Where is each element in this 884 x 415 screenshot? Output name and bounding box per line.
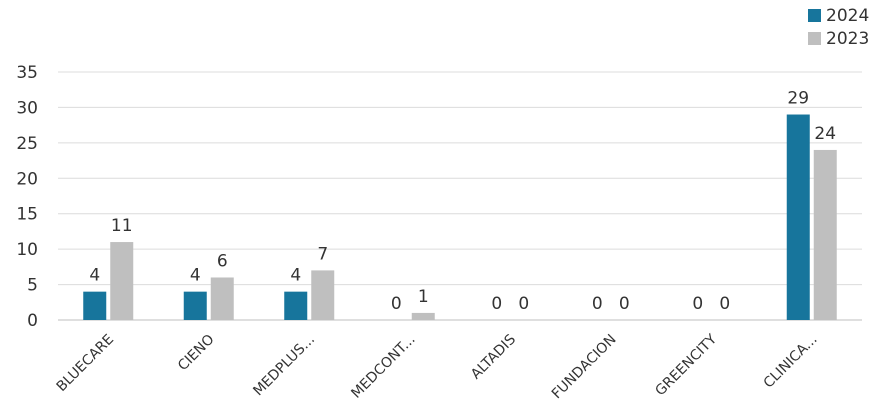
data-label-2024-5: 0 — [592, 294, 603, 314]
legend-label-2023: 2023 — [826, 29, 869, 49]
data-label-2024-4: 0 — [491, 294, 502, 314]
data-label-2023-2: 7 — [317, 244, 328, 264]
y-tick-label: 25 — [16, 134, 38, 154]
y-tick-label: 15 — [16, 205, 38, 225]
data-label-2023-4: 0 — [518, 294, 529, 314]
data-label-2023-5: 0 — [619, 294, 630, 314]
category-label: CLINICA... — [761, 332, 821, 392]
gridlines — [58, 71, 862, 321]
bars — [83, 114, 837, 320]
category-label: MEDCONT... — [348, 332, 418, 402]
bar-2024-7 — [786, 114, 810, 320]
data-label-2023-1: 6 — [217, 251, 228, 271]
data-label-2024-0: 4 — [89, 266, 100, 286]
data-label-2024-7: 29 — [787, 89, 809, 109]
y-tick-label: 0 — [27, 311, 38, 331]
data-label-2024-1: 4 — [190, 266, 201, 286]
bar-2024-0 — [83, 291, 107, 320]
data-label-2024-2: 4 — [290, 266, 301, 286]
bar-2024-2 — [284, 291, 308, 320]
y-tick-label: 30 — [16, 98, 38, 118]
legend-swatch-2023 — [808, 32, 821, 45]
data-label-2023-3: 1 — [418, 287, 429, 307]
legend: 2024 2023 — [808, 6, 869, 49]
data-label-2023-7: 24 — [814, 124, 836, 144]
bar-2023-7 — [813, 149, 837, 320]
category-label: FUNDACION — [549, 332, 620, 403]
bar-2023-1 — [210, 277, 234, 320]
y-tick-label: 5 — [27, 276, 38, 296]
bar-2024-1 — [183, 291, 207, 320]
data-label-2023-6: 0 — [719, 294, 730, 314]
category-label: MEDPLUS... — [250, 332, 318, 400]
category-label: ALTADIS — [468, 331, 519, 382]
category-label: GREENCITY — [652, 331, 720, 399]
y-axis-ticks: 0 5 10 15 20 25 30 35 — [16, 63, 38, 331]
bar-2023-2 — [311, 270, 335, 320]
y-tick-label: 10 — [16, 240, 38, 260]
data-label-2024-6: 0 — [692, 294, 703, 314]
x-axis-categories: BLUECARE CIENO MEDPLUS... MEDCONT... ALTADIS… — [54, 331, 821, 402]
y-tick-label: 35 — [16, 63, 38, 83]
category-label: CIENO — [175, 332, 218, 375]
legend-swatch-2024 — [808, 9, 821, 22]
category-label: BLUECARE — [54, 332, 117, 395]
data-label-2023-0: 11 — [111, 216, 133, 236]
y-tick-label: 20 — [16, 169, 38, 189]
data-label-2024-3: 0 — [391, 294, 402, 314]
bar-2023-3 — [411, 312, 435, 320]
bar-2023-0 — [110, 242, 134, 320]
legend-label-2024: 2024 — [826, 6, 869, 26]
